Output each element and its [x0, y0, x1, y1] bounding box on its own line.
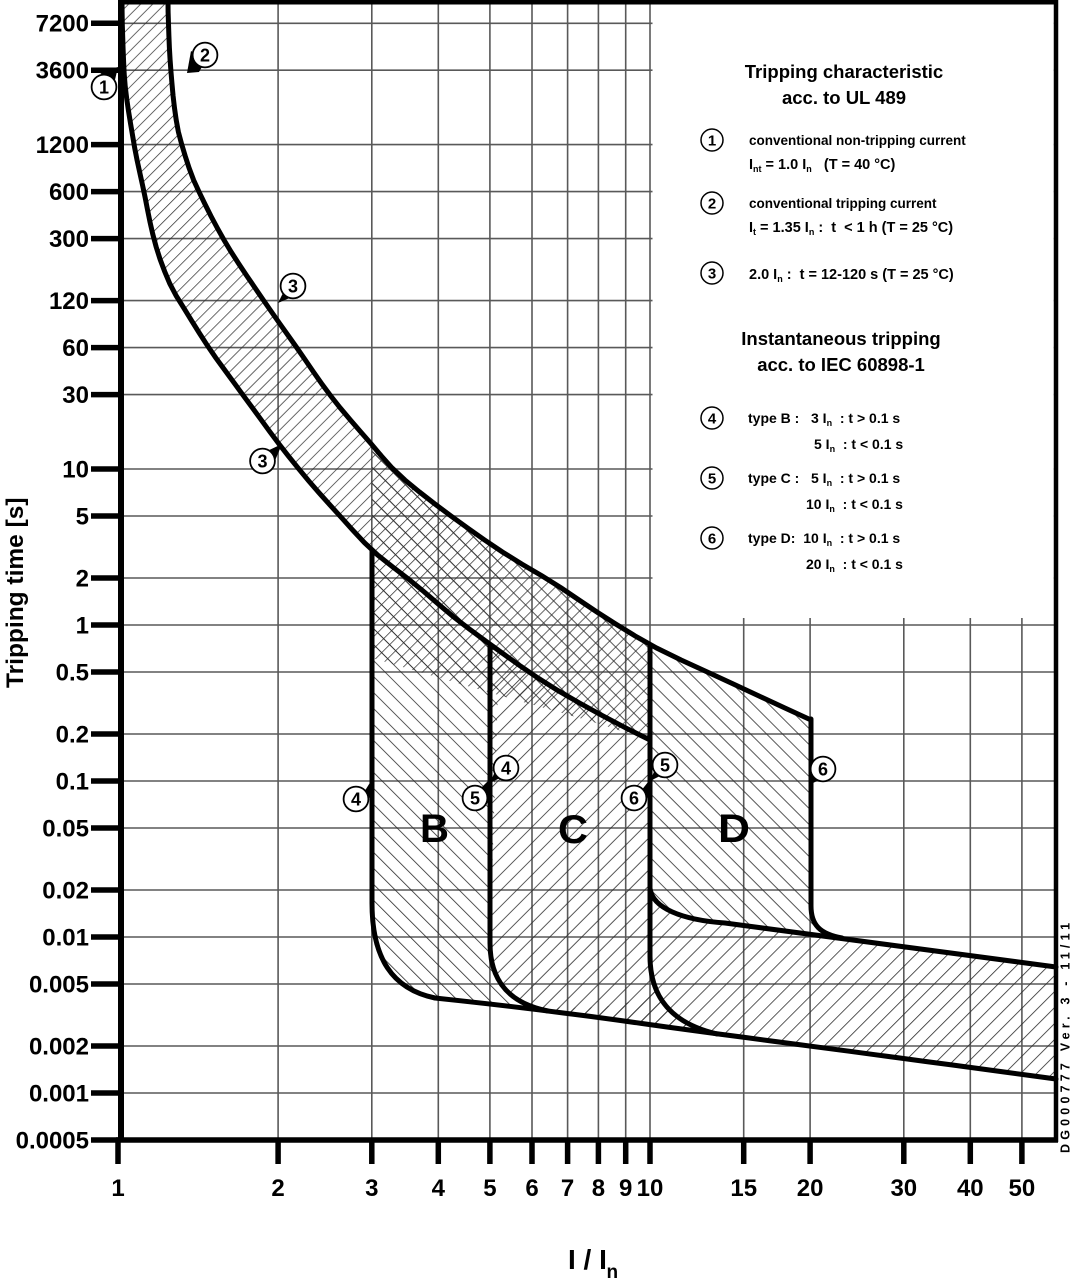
svg-text:4: 4 — [501, 759, 511, 779]
svg-text:10: 10 — [637, 1175, 664, 1202]
svg-text:Tripping time [s]: Tripping time [s] — [2, 497, 29, 688]
svg-text:4: 4 — [708, 411, 717, 428]
svg-text:3600: 3600 — [36, 58, 89, 85]
svg-text:20: 20 — [797, 1175, 824, 1202]
svg-text:50: 50 — [1009, 1175, 1036, 1202]
svg-text:40: 40 — [957, 1175, 984, 1202]
svg-text:C: C — [558, 808, 588, 852]
svg-text:3: 3 — [257, 452, 267, 472]
svg-text:conventional tripping current: conventional tripping current — [749, 196, 937, 211]
svg-text:conventional non-tripping curr: conventional non-tripping current — [749, 133, 966, 148]
svg-text:1200: 1200 — [36, 132, 89, 159]
svg-text:1: 1 — [708, 133, 716, 150]
svg-text:2: 2 — [200, 46, 210, 66]
svg-text:3: 3 — [365, 1175, 378, 1202]
svg-text:0.0005: 0.0005 — [16, 1127, 89, 1154]
svg-text:0.05: 0.05 — [42, 815, 89, 842]
svg-text:10: 10 — [62, 456, 89, 483]
svg-text:5: 5 — [708, 471, 716, 488]
svg-text:2: 2 — [76, 565, 89, 592]
svg-text:300: 300 — [49, 226, 89, 253]
svg-text:Tripping characteristic: Tripping characteristic — [745, 61, 943, 82]
svg-text:8: 8 — [592, 1175, 605, 1202]
svg-text:7: 7 — [561, 1175, 574, 1202]
svg-text:5: 5 — [660, 756, 670, 776]
svg-text:Int = 1.0 In (T = 40 °C): Int = 1.0 In (T = 40 °C) — [749, 157, 896, 174]
svg-text:3: 3 — [288, 277, 298, 297]
svg-text:1: 1 — [111, 1175, 124, 1202]
svg-text:0.1: 0.1 — [56, 768, 89, 795]
svg-text:3: 3 — [708, 266, 716, 283]
svg-text:2: 2 — [708, 196, 716, 213]
svg-text:I / I: I / I — [568, 1244, 607, 1275]
svg-text:7200: 7200 — [36, 11, 89, 38]
svg-text:Instantaneous tripping: Instantaneous tripping — [741, 328, 940, 349]
svg-text:0.01: 0.01 — [42, 924, 89, 951]
svg-text:B: B — [420, 807, 449, 851]
svg-text:15: 15 — [730, 1175, 757, 1202]
svg-text:type B : 3 In : t > 0.1 s: type B : 3 In : t > 0.1 s — [748, 410, 900, 428]
svg-text:2: 2 — [271, 1175, 284, 1202]
svg-text:0.002: 0.002 — [29, 1033, 89, 1060]
svg-text:acc. to UL 489: acc. to UL 489 — [782, 87, 906, 108]
svg-text:4: 4 — [432, 1175, 446, 1202]
svg-text:6: 6 — [629, 789, 639, 809]
svg-text:10 In : t < 0.1 s: 10 In : t < 0.1 s — [806, 496, 903, 514]
svg-text:5: 5 — [483, 1175, 496, 1202]
svg-text:D: D — [718, 807, 750, 851]
svg-text:5: 5 — [76, 503, 89, 530]
svg-text:120: 120 — [49, 288, 89, 315]
svg-text:It = 1.35 In : t < 1 h (T =: It = 1.35 In : t < 1 h (T = 25 °C) — [749, 220, 953, 237]
svg-text:20 In : t < 0.1 s: 20 In : t < 0.1 s — [806, 556, 903, 574]
svg-text:5 In : t < 0.1 s: 5 In : t < 0.1 s — [814, 436, 903, 454]
svg-text:6: 6 — [525, 1175, 538, 1202]
svg-text:acc. to IEC 60898-1: acc. to IEC 60898-1 — [757, 354, 925, 375]
svg-text:30: 30 — [890, 1175, 917, 1202]
svg-text:6: 6 — [818, 760, 828, 780]
svg-text:type C : 5 In : t > 0.1 s: type C : 5 In : t > 0.1 s — [748, 470, 900, 488]
svg-text:DG000777 Ver. 3 - 11/11: DG000777 Ver. 3 - 11/11 — [1059, 919, 1071, 1153]
svg-text:0.005: 0.005 — [29, 971, 89, 998]
svg-text:0.2: 0.2 — [56, 721, 89, 748]
svg-text:4: 4 — [351, 790, 361, 810]
svg-text:6: 6 — [708, 531, 716, 548]
svg-text:0.001: 0.001 — [29, 1080, 89, 1107]
svg-text:0.5: 0.5 — [56, 659, 89, 686]
svg-text:60: 60 — [62, 335, 89, 362]
svg-text:type D: 10 In : t > 0.1 s: type D: 10 In : t > 0.1 s — [748, 530, 900, 548]
svg-text:1: 1 — [76, 612, 89, 639]
svg-text:1: 1 — [99, 78, 109, 98]
svg-text:5: 5 — [470, 789, 480, 809]
svg-text:0.02: 0.02 — [42, 877, 89, 904]
svg-text:30: 30 — [62, 382, 89, 409]
svg-text:n: n — [607, 1262, 619, 1280]
svg-text:600: 600 — [49, 179, 89, 206]
svg-text:9: 9 — [619, 1175, 632, 1202]
